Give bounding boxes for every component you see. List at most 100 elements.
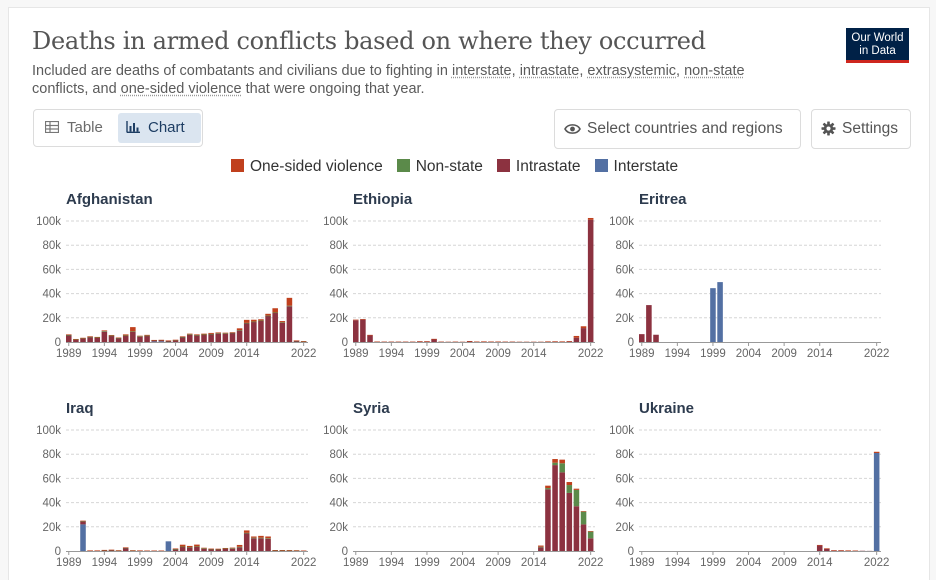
bar-intrastate-1991[interactable] <box>80 338 86 342</box>
bar-non_state-2022[interactable] <box>587 531 594 539</box>
bar-one_sided-2002[interactable] <box>158 339 165 341</box>
bar-one_sided-2017[interactable] <box>838 550 844 551</box>
bar-intrastate-2009[interactable] <box>208 334 214 342</box>
bar-non_state-2020[interactable] <box>286 305 293 307</box>
bar-intrastate-2015[interactable] <box>538 547 544 551</box>
bar-non_state-2020[interactable] <box>573 489 580 507</box>
bar-intrastate-2014[interactable] <box>816 545 823 551</box>
bar-one_sided-2018[interactable] <box>559 459 565 464</box>
bar-one_sided-2018[interactable] <box>272 550 278 551</box>
legend-item[interactable]: Non-state <box>396 158 483 176</box>
subtitle-term[interactable]: non-state <box>684 63 745 79</box>
bar-intrastate-2010[interactable] <box>215 333 222 342</box>
bar-intrastate-2003[interactable] <box>165 340 172 342</box>
bar-intrastate-2020[interactable] <box>573 337 580 342</box>
bar-non_state-2007[interactable] <box>194 335 200 336</box>
bar-one_sided-2022[interactable] <box>587 217 594 220</box>
bar-one_sided-2015[interactable] <box>251 319 257 322</box>
bar-intrastate-2000[interactable] <box>144 335 150 342</box>
bar-one_sided-2010[interactable] <box>215 332 222 334</box>
bar-intrastate-2005[interactable] <box>179 546 186 551</box>
bar-one_sided-1990[interactable] <box>73 338 79 340</box>
bar-intrastate-2009[interactable] <box>208 549 214 551</box>
bar-one_sided-1992[interactable] <box>374 341 380 343</box>
bar-intrastate-1991[interactable] <box>80 521 86 525</box>
bar-one_sided-2011[interactable] <box>222 547 229 549</box>
bar-non_state-2008[interactable] <box>201 548 207 549</box>
bar-one_sided-2017[interactable] <box>552 341 558 342</box>
bar-one_sided-2001[interactable] <box>438 341 444 343</box>
bar-non_state-2016[interactable] <box>258 320 264 322</box>
bar-one_sided-1996[interactable] <box>402 341 409 343</box>
bar-non_state-2021[interactable] <box>580 511 587 525</box>
bar-intrastate-2011[interactable] <box>222 548 229 551</box>
bar-non_state-2018[interactable] <box>272 312 278 314</box>
legend-item[interactable]: Intrastate <box>496 158 581 176</box>
bar-intrastate-2021[interactable] <box>580 524 587 551</box>
bar-non_state-2017[interactable] <box>552 462 558 466</box>
bar-intrastate-2004[interactable] <box>172 549 179 551</box>
bar-one_sided-2020[interactable] <box>573 488 580 490</box>
tab-table[interactable]: Table <box>37 113 115 143</box>
bar-non_state-2011[interactable] <box>222 333 229 334</box>
bar-one_sided-2013[interactable] <box>236 328 243 331</box>
bar-intrastate-2007[interactable] <box>194 546 200 551</box>
bar-non_state-2004[interactable] <box>172 549 179 550</box>
bar-one_sided-2011[interactable] <box>222 332 229 334</box>
bar-intrastate-1991[interactable] <box>653 334 659 342</box>
bar-one_sided-1998[interactable] <box>417 341 423 342</box>
bar-one_sided-2005[interactable] <box>179 336 186 337</box>
bar-one_sided-2016[interactable] <box>258 535 264 538</box>
bar-intrastate-1995[interactable] <box>108 335 115 342</box>
bar-one_sided-2003[interactable] <box>452 341 459 343</box>
bar-interstate-1991[interactable] <box>80 524 86 551</box>
owid-logo[interactable]: Our World in Data <box>846 28 909 63</box>
bar-non_state-2006[interactable] <box>187 334 193 335</box>
bar-one_sided-2019[interactable] <box>279 321 286 323</box>
bar-one_sided-2005[interactable] <box>179 544 186 547</box>
bar-one_sided-2016[interactable] <box>831 550 837 551</box>
bar-non_state-2019[interactable] <box>279 322 286 323</box>
bar-one_sided-1989[interactable] <box>353 319 359 321</box>
bar-intrastate-2022[interactable] <box>587 538 594 551</box>
bar-intrastate-2021[interactable] <box>580 328 587 342</box>
bar-intrastate-2022[interactable] <box>587 219 594 342</box>
bar-non_state-2000[interactable] <box>144 335 150 337</box>
bar-intrastate-1994[interactable] <box>101 331 108 342</box>
bar-one_sided-2021[interactable] <box>580 511 587 512</box>
bar-one_sided-2014[interactable] <box>243 530 250 533</box>
bar-one_sided-2016[interactable] <box>258 319 264 321</box>
bar-one_sided-1999[interactable] <box>137 550 143 551</box>
select-countries-button[interactable]: Select countries and regions <box>554 109 801 149</box>
bar-one_sided-2009[interactable] <box>208 548 214 550</box>
bar-one_sided-2008[interactable] <box>201 547 207 549</box>
bar-one_sided-2021[interactable] <box>580 326 587 329</box>
bar-intrastate-2015[interactable] <box>251 322 257 342</box>
bar-one_sided-2012[interactable] <box>229 332 236 333</box>
bar-intrastate-2017[interactable] <box>265 538 271 551</box>
bar-intrastate-1991[interactable] <box>367 335 373 342</box>
bar-one_sided-1995[interactable] <box>395 341 402 343</box>
bar-intrastate-1999[interactable] <box>137 336 143 342</box>
bar-intrastate-1990[interactable] <box>646 305 652 342</box>
bar-intrastate-2005[interactable] <box>179 337 186 342</box>
bar-one_sided-1997[interactable] <box>122 334 129 336</box>
bar-one_sided-2001[interactable] <box>151 339 157 341</box>
bar-intrastate-2012[interactable] <box>229 332 236 342</box>
bar-one_sided-2015[interactable] <box>824 548 830 549</box>
bar-one_sided-2010[interactable] <box>502 341 509 343</box>
bar-one_sided-2019[interactable] <box>279 550 286 551</box>
bar-intrastate-2021[interactable] <box>293 340 300 342</box>
bar-intrastate-2010[interactable] <box>215 549 222 551</box>
bar-one_sided-1995[interactable] <box>108 549 115 551</box>
bar-one_sided-1996[interactable] <box>115 337 122 339</box>
bar-intrastate-2018[interactable] <box>559 472 565 551</box>
bar-non_state-2011[interactable] <box>222 548 229 549</box>
bar-intrastate-2002[interactable] <box>158 340 165 342</box>
bar-one_sided-2014[interactable] <box>816 544 823 546</box>
bar-non_state-1991[interactable] <box>80 338 86 339</box>
bar-intrastate-2020[interactable] <box>286 306 293 342</box>
bar-one_sided-2005[interactable] <box>466 341 473 342</box>
bar-non_state-1993[interactable] <box>94 337 101 339</box>
bar-one_sided-2002[interactable] <box>158 550 165 552</box>
